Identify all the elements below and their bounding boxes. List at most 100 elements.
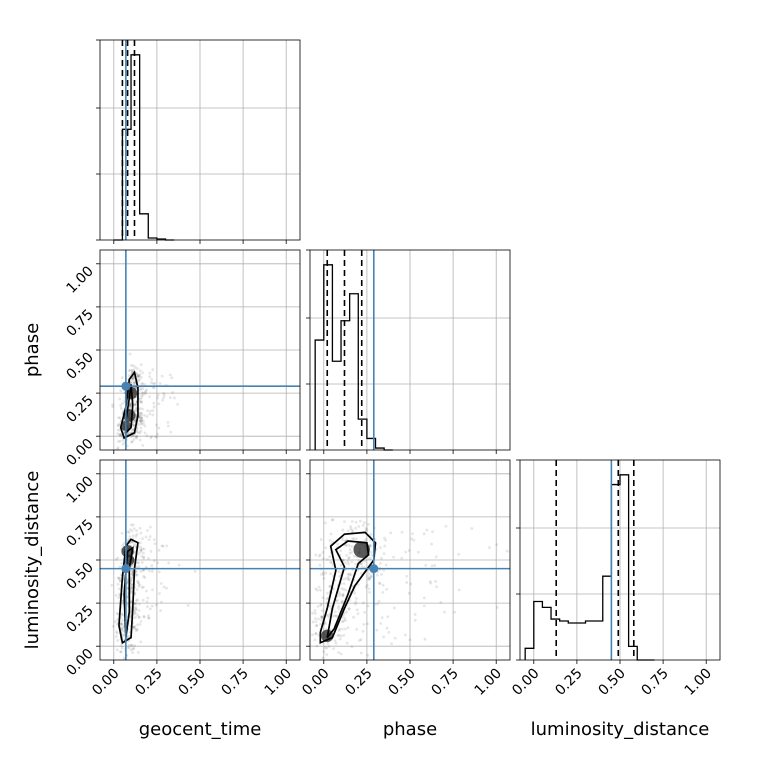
panel-phase-vs-luminosity_distance-point-91: [470, 527, 474, 530]
panel-geocent_time-vs-luminosity_distance-point-15: [119, 650, 122, 654]
panel-geocent_time-vs-luminosity_distance-point-64: [116, 576, 120, 580]
panel-geocent_time-vs-luminosity_distance-point-85: [148, 607, 152, 611]
panel-phase-vs-luminosity_distance-point-371: [328, 584, 332, 588]
panel-geocent_time-vs-phase-point-118: [140, 417, 144, 421]
panel-phase-vs-luminosity_distance-xtick-label-2: 0.50: [385, 666, 418, 699]
panel-geocent_time-vs-luminosity_distance: 0.00 0.25 0.50 0.75 1.00 0.00 0.25 0.50 0.75 1.00: [63, 459, 301, 699]
panel-geocent_time-vs-phase-point-187: [140, 382, 143, 386]
hist-luminosity_distance-xtick-label-3: 0.75: [639, 666, 672, 699]
panel-phase-vs-luminosity_distance-point-8: [439, 600, 443, 604]
xlabel-phase: phase: [383, 719, 437, 740]
panel-phase-vs-luminosity_distance-point-164: [339, 652, 343, 656]
panel-phase-vs-luminosity_distance-point-258: [433, 564, 437, 567]
panel-phase-vs-luminosity_distance-point-315: [323, 622, 327, 625]
panel-geocent_time-vs-phase-point-54: [115, 447, 119, 450]
panel-phase-vs-luminosity_distance-point-329: [412, 538, 416, 542]
hist-luminosity_distance-step: [524, 474, 655, 661]
panel-geocent_time-vs-luminosity_distance-point-68: [119, 622, 123, 626]
panel-geocent_time-vs-phase-point-315: [133, 403, 137, 407]
panel-geocent_time-vs-luminosity_distance-point-45: [117, 592, 121, 596]
panel-geocent_time-vs-phase-point-166: [129, 402, 133, 405]
panel-geocent_time-vs-luminosity_distance-point-230: [147, 614, 150, 617]
panel-geocent_time-vs-luminosity_distance-truth-marker: [121, 564, 131, 574]
panel-phase-vs-luminosity_distance-point-144: [369, 533, 373, 536]
panel-geocent_time-vs-luminosity_distance-point-394: [122, 626, 125, 629]
panel-geocent_time-vs-phase-point-295: [141, 382, 145, 385]
panel-geocent_time-vs-luminosity_distance-point-386: [160, 544, 164, 548]
panel-geocent_time-vs-luminosity_distance-point-73: [140, 560, 144, 564]
panel-geocent_time-vs-luminosity_distance-point-259: [120, 627, 124, 631]
panel-geocent_time-vs-luminosity_distance-point-38: [136, 613, 140, 617]
panel-geocent_time-vs-phase-point-371: [151, 413, 155, 417]
panel-phase-vs-luminosity_distance-point-227: [342, 633, 346, 637]
panel-phase-vs-luminosity_distance-point-405: [329, 532, 333, 536]
panel-geocent_time-vs-luminosity_distance-point-258: [139, 548, 143, 552]
panel-phase-vs-luminosity_distance-point-48: [367, 578, 371, 581]
hist-phase: [306, 249, 511, 454]
panel-geocent_time-vs-phase-point-277: [134, 406, 138, 410]
panel-geocent_time-vs-phase-point-390: [118, 416, 122, 420]
panel-phase-vs-luminosity_distance-point-92: [341, 528, 345, 532]
panel-phase-vs-luminosity_distance-point-312: [315, 588, 319, 592]
panel-geocent_time-vs-phase-point-95: [136, 431, 140, 434]
panel-geocent_time-vs-luminosity_distance-point-176: [129, 579, 133, 582]
panel-phase-vs-luminosity_distance-point-225: [347, 562, 350, 566]
panel-geocent_time-vs-luminosity_distance-point-271: [137, 615, 141, 619]
panel-geocent_time-vs-luminosity_distance-point-228: [130, 529, 134, 533]
panel-geocent_time-vs-luminosity_distance-point-237: [132, 625, 136, 629]
panel-geocent_time-vs-phase-point-123: [138, 431, 142, 435]
panel-geocent_time-vs-phase-point-224: [136, 375, 140, 378]
panel-geocent_time-vs-luminosity_distance-point-163: [159, 582, 163, 585]
panel-geocent_time-vs-luminosity_distance-point-37: [140, 547, 144, 551]
panel-phase-vs-luminosity_distance-point-54: [422, 596, 426, 600]
panel-phase-vs-luminosity_distance-point-310: [347, 607, 351, 611]
panel-geocent_time-vs-phase-point-361: [121, 438, 125, 442]
panel-geocent_time-vs-phase-point-263: [169, 430, 173, 434]
panel-phase-vs-luminosity_distance-point-209: [319, 622, 322, 626]
panel-geocent_time-vs-phase-point-356: [141, 393, 145, 397]
hist-geocent_time-step: [113, 54, 175, 241]
panel-geocent_time-vs-phase-point-77: [132, 438, 136, 442]
panel-geocent_time-vs-luminosity_distance-point-305: [131, 651, 134, 654]
panel-geocent_time-vs-luminosity_distance-point-349: [126, 604, 130, 607]
panel-phase-vs-luminosity_distance-point-318: [389, 531, 393, 535]
panel-geocent_time-vs-phase-point-182: [116, 446, 120, 450]
panel-geocent_time-vs-luminosity_distance-point-126: [149, 549, 153, 553]
panel-geocent_time-vs-phase-point-62: [138, 413, 142, 416]
panel-geocent_time-vs-luminosity_distance-point-268: [134, 605, 138, 609]
panel-geocent_time-vs-luminosity_distance-point-255: [148, 535, 152, 538]
panel-geocent_time-vs-phase-point-280: [119, 407, 123, 410]
panel-geocent_time-vs-luminosity_distance-point-40: [139, 570, 143, 573]
panel-phase-vs-luminosity_distance-point-198: [344, 543, 347, 547]
panel-geocent_time-vs-luminosity_distance-point-221: [137, 602, 141, 606]
panel-geocent_time-vs-luminosity_distance-point-368: [129, 585, 133, 589]
panel-geocent_time-vs-luminosity_distance-point-34: [157, 548, 161, 552]
panel-geocent_time-vs-phase-point-141: [121, 442, 125, 446]
panel-phase-vs-luminosity_distance-point-346: [322, 557, 325, 560]
panel-phase-vs-luminosity_distance-point-247: [361, 523, 365, 527]
panel-phase-vs-luminosity_distance-point-307: [321, 596, 325, 600]
panel-phase-vs-luminosity_distance-point-185: [313, 617, 317, 621]
panel-phase-vs-luminosity_distance-point-97: [384, 538, 388, 542]
panel-geocent_time-vs-phase-point-333: [162, 392, 166, 395]
panel-phase-vs-luminosity_distance-point-34: [383, 544, 387, 548]
panel-phase-vs-luminosity_distance-point-74: [411, 532, 414, 536]
panel-geocent_time-vs-luminosity_distance-point-82: [134, 602, 138, 606]
panel-phase-vs-luminosity_distance-point-267: [383, 536, 386, 540]
panel-geocent_time-vs-luminosity_distance-point-371: [142, 575, 146, 578]
xlabel-luminosity-distance: luminosity_distance: [531, 719, 710, 740]
panel-geocent_time-vs-luminosity_distance-point-194: [121, 619, 124, 622]
panel-phase-vs-luminosity_distance-point-375: [340, 587, 344, 591]
panel-geocent_time-vs-luminosity_distance-point-244: [135, 532, 139, 536]
hist-luminosity_distance-xtick-label-1: 0.25: [552, 666, 585, 699]
panel-geocent_time-vs-luminosity_distance-point-292: [134, 608, 138, 611]
panel-geocent_time-vs-luminosity_distance-xtick-label-4: 1.00: [262, 666, 295, 699]
panel-phase-vs-luminosity_distance-point-195: [370, 575, 374, 578]
panel-geocent_time-vs-luminosity_distance-point-213: [122, 656, 126, 660]
panel-geocent_time-vs-luminosity_distance-point-390: [123, 663, 126, 666]
panel-phase-vs-luminosity_distance-point-325: [343, 616, 346, 620]
panel-geocent_time-vs-phase-point-29: [128, 404, 132, 407]
panel-geocent_time-vs-phase-point-289: [130, 428, 134, 432]
panel-phase-vs-luminosity_distance-point-275: [326, 591, 329, 595]
